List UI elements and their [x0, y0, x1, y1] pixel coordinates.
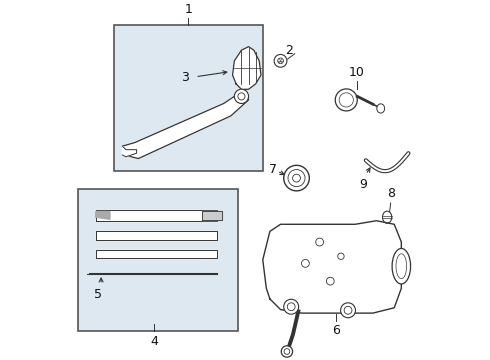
Ellipse shape	[377, 104, 385, 113]
Ellipse shape	[341, 303, 356, 318]
Text: 9: 9	[359, 178, 367, 191]
Polygon shape	[263, 221, 401, 313]
Ellipse shape	[335, 89, 357, 111]
Ellipse shape	[339, 93, 353, 107]
Ellipse shape	[392, 248, 411, 284]
Ellipse shape	[338, 253, 344, 260]
FancyBboxPatch shape	[78, 189, 238, 331]
Ellipse shape	[234, 89, 248, 103]
Polygon shape	[122, 146, 137, 157]
Polygon shape	[96, 250, 217, 258]
Ellipse shape	[383, 211, 392, 223]
FancyBboxPatch shape	[114, 25, 263, 171]
Ellipse shape	[238, 93, 245, 100]
Polygon shape	[96, 211, 110, 219]
Text: 6: 6	[332, 324, 340, 337]
Polygon shape	[202, 211, 222, 220]
Ellipse shape	[274, 54, 287, 67]
Polygon shape	[122, 89, 248, 158]
Ellipse shape	[293, 174, 300, 182]
Text: 5: 5	[94, 288, 101, 301]
Text: 2: 2	[285, 44, 293, 57]
Ellipse shape	[278, 58, 283, 64]
Ellipse shape	[284, 348, 290, 354]
Ellipse shape	[316, 238, 323, 246]
Ellipse shape	[281, 346, 293, 357]
Polygon shape	[233, 47, 261, 89]
Ellipse shape	[284, 165, 309, 191]
Text: 3: 3	[181, 71, 189, 84]
Polygon shape	[96, 210, 217, 221]
Text: 10: 10	[349, 66, 365, 79]
Text: 7: 7	[269, 163, 277, 176]
Ellipse shape	[326, 277, 334, 285]
Ellipse shape	[288, 170, 305, 186]
Ellipse shape	[396, 254, 407, 279]
Text: 4: 4	[150, 335, 158, 348]
Ellipse shape	[344, 306, 352, 314]
Text: 1: 1	[184, 4, 192, 17]
Ellipse shape	[301, 260, 309, 267]
Ellipse shape	[287, 303, 295, 311]
Text: 8: 8	[388, 187, 395, 200]
Polygon shape	[96, 231, 217, 240]
Ellipse shape	[284, 299, 298, 314]
